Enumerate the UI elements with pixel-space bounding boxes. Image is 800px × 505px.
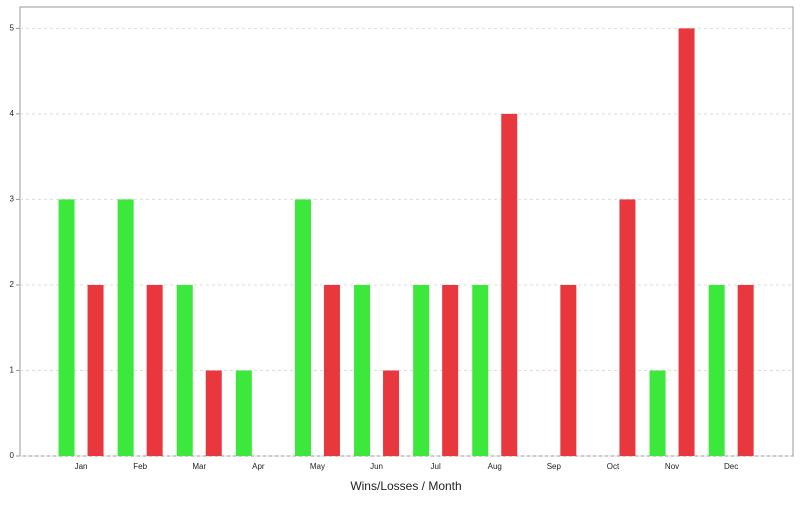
x-tick-label: Mar [192, 462, 206, 471]
x-tick-label: Apr [252, 462, 265, 471]
bar [472, 284, 489, 456]
y-tick-label: 5 [10, 23, 15, 32]
bar [501, 113, 518, 457]
x-tick-label: Nov [665, 462, 679, 471]
x-tick-label: Jul [431, 462, 441, 471]
x-axis-label: Wins/Losses / Month [350, 479, 461, 493]
bar [58, 199, 75, 456]
y-tick-label: 1 [10, 366, 15, 375]
bar [294, 199, 311, 456]
x-tick-label: Aug [488, 462, 502, 471]
bar [442, 284, 459, 456]
x-tick-label: Sep [547, 462, 562, 471]
bar [87, 284, 104, 456]
y-tick-label: 0 [10, 451, 15, 460]
bar [354, 284, 371, 456]
y-tick-label: 4 [10, 109, 15, 118]
y-tick-label: 2 [10, 280, 15, 289]
bar [678, 28, 695, 457]
bar [205, 370, 222, 456]
bar [560, 284, 577, 456]
bar [176, 284, 193, 456]
x-tick-label: Oct [607, 462, 620, 471]
x-tick-label: Feb [133, 462, 147, 471]
x-tick-label: May [310, 462, 325, 471]
x-tick-label: Jan [75, 462, 88, 471]
x-tick-label: Jun [370, 462, 383, 471]
bar [235, 370, 252, 456]
bar [383, 370, 400, 456]
y-tick-label: 3 [10, 195, 15, 204]
bar [619, 199, 636, 456]
x-tick-label: Dec [724, 462, 738, 471]
bar [323, 284, 340, 456]
bar [413, 284, 430, 456]
bar [708, 284, 725, 456]
plot-frame [19, 6, 794, 457]
bar [117, 199, 134, 456]
bar [649, 370, 666, 456]
bar [146, 284, 163, 456]
bar [737, 284, 754, 456]
